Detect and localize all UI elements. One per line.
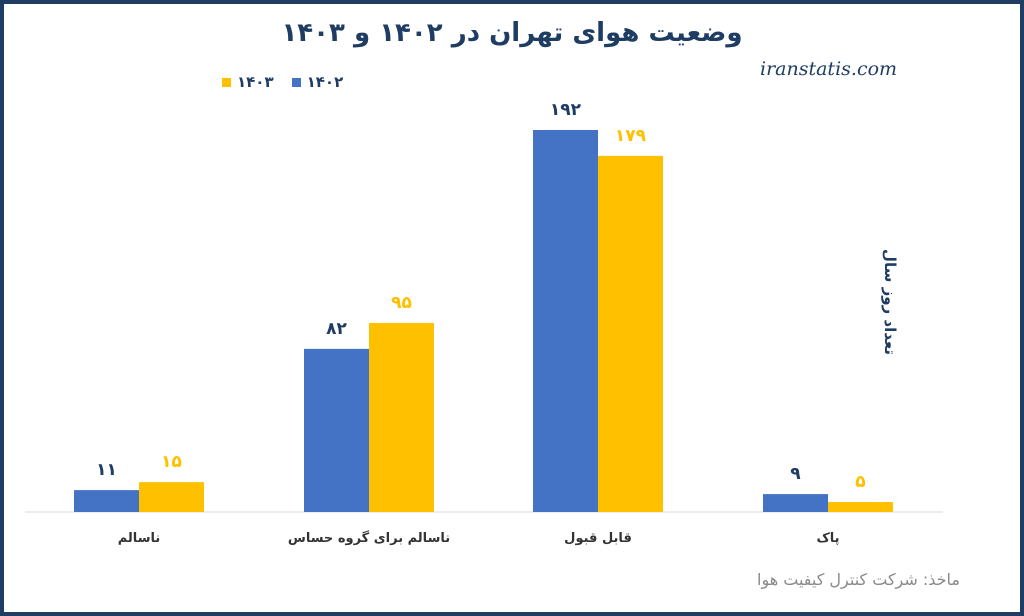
data-label-۱۴۰۲-1: ۸۲ — [326, 319, 347, 339]
data-label-۱۴۰۲-0: ۱۱ — [96, 460, 117, 480]
watermark: iranstatis.com — [760, 58, 898, 80]
legend-item-1402: ۱۴۰۲ — [291, 73, 344, 91]
bar-۱۴۰۲-1 — [304, 348, 369, 512]
data-label-۱۴۰۲-3: ۹ — [790, 464, 801, 484]
legend-swatch-1402 — [291, 77, 301, 87]
bar-۱۴۰۳-0 — [139, 482, 204, 512]
bar-۱۴۰۳-3 — [828, 502, 893, 512]
data-label-۱۴۰۳-2: ۱۷۹ — [615, 126, 647, 146]
legend: ۱۴۰۳ ۱۴۰۲ — [222, 73, 343, 91]
category-label-1: ناسالم برای گروه حساس — [288, 530, 450, 546]
data-label-۱۴۰۲-2: ۱۹۲ — [550, 100, 582, 120]
legend-item-1403: ۱۴۰۳ — [222, 73, 274, 91]
legend-swatch-1403 — [222, 77, 231, 87]
category-label-3: پاک — [816, 531, 839, 546]
legend-label-1402: ۱۴۰۲ — [306, 73, 344, 91]
bar-۱۴۰۳-1 — [369, 322, 434, 512]
chart-title: وضعیت هوای تهران در ۱۴۰۲ و ۱۴۰۳ — [281, 18, 743, 48]
category-label-0: ناسالم — [118, 531, 161, 546]
bar-۱۴۰۲-2 — [533, 130, 598, 512]
data-label-۱۴۰۳-3: ۵ — [855, 472, 865, 492]
category-label-2: قابل قبول — [564, 531, 632, 546]
bar-۱۴۰۲-3 — [763, 494, 828, 512]
data-label-۱۴۰۳-0: ۱۵ — [161, 452, 182, 472]
source-note: ماخذ: شرکت کنترل کیفیت هوا — [757, 570, 960, 589]
data-label-۱۴۰۳-1: ۹۵ — [391, 293, 412, 313]
bar-۱۴۰۳-2 — [598, 155, 663, 513]
legend-label-1403: ۱۴۰۳ — [237, 73, 274, 91]
bar-۱۴۰۲-0 — [74, 490, 139, 512]
